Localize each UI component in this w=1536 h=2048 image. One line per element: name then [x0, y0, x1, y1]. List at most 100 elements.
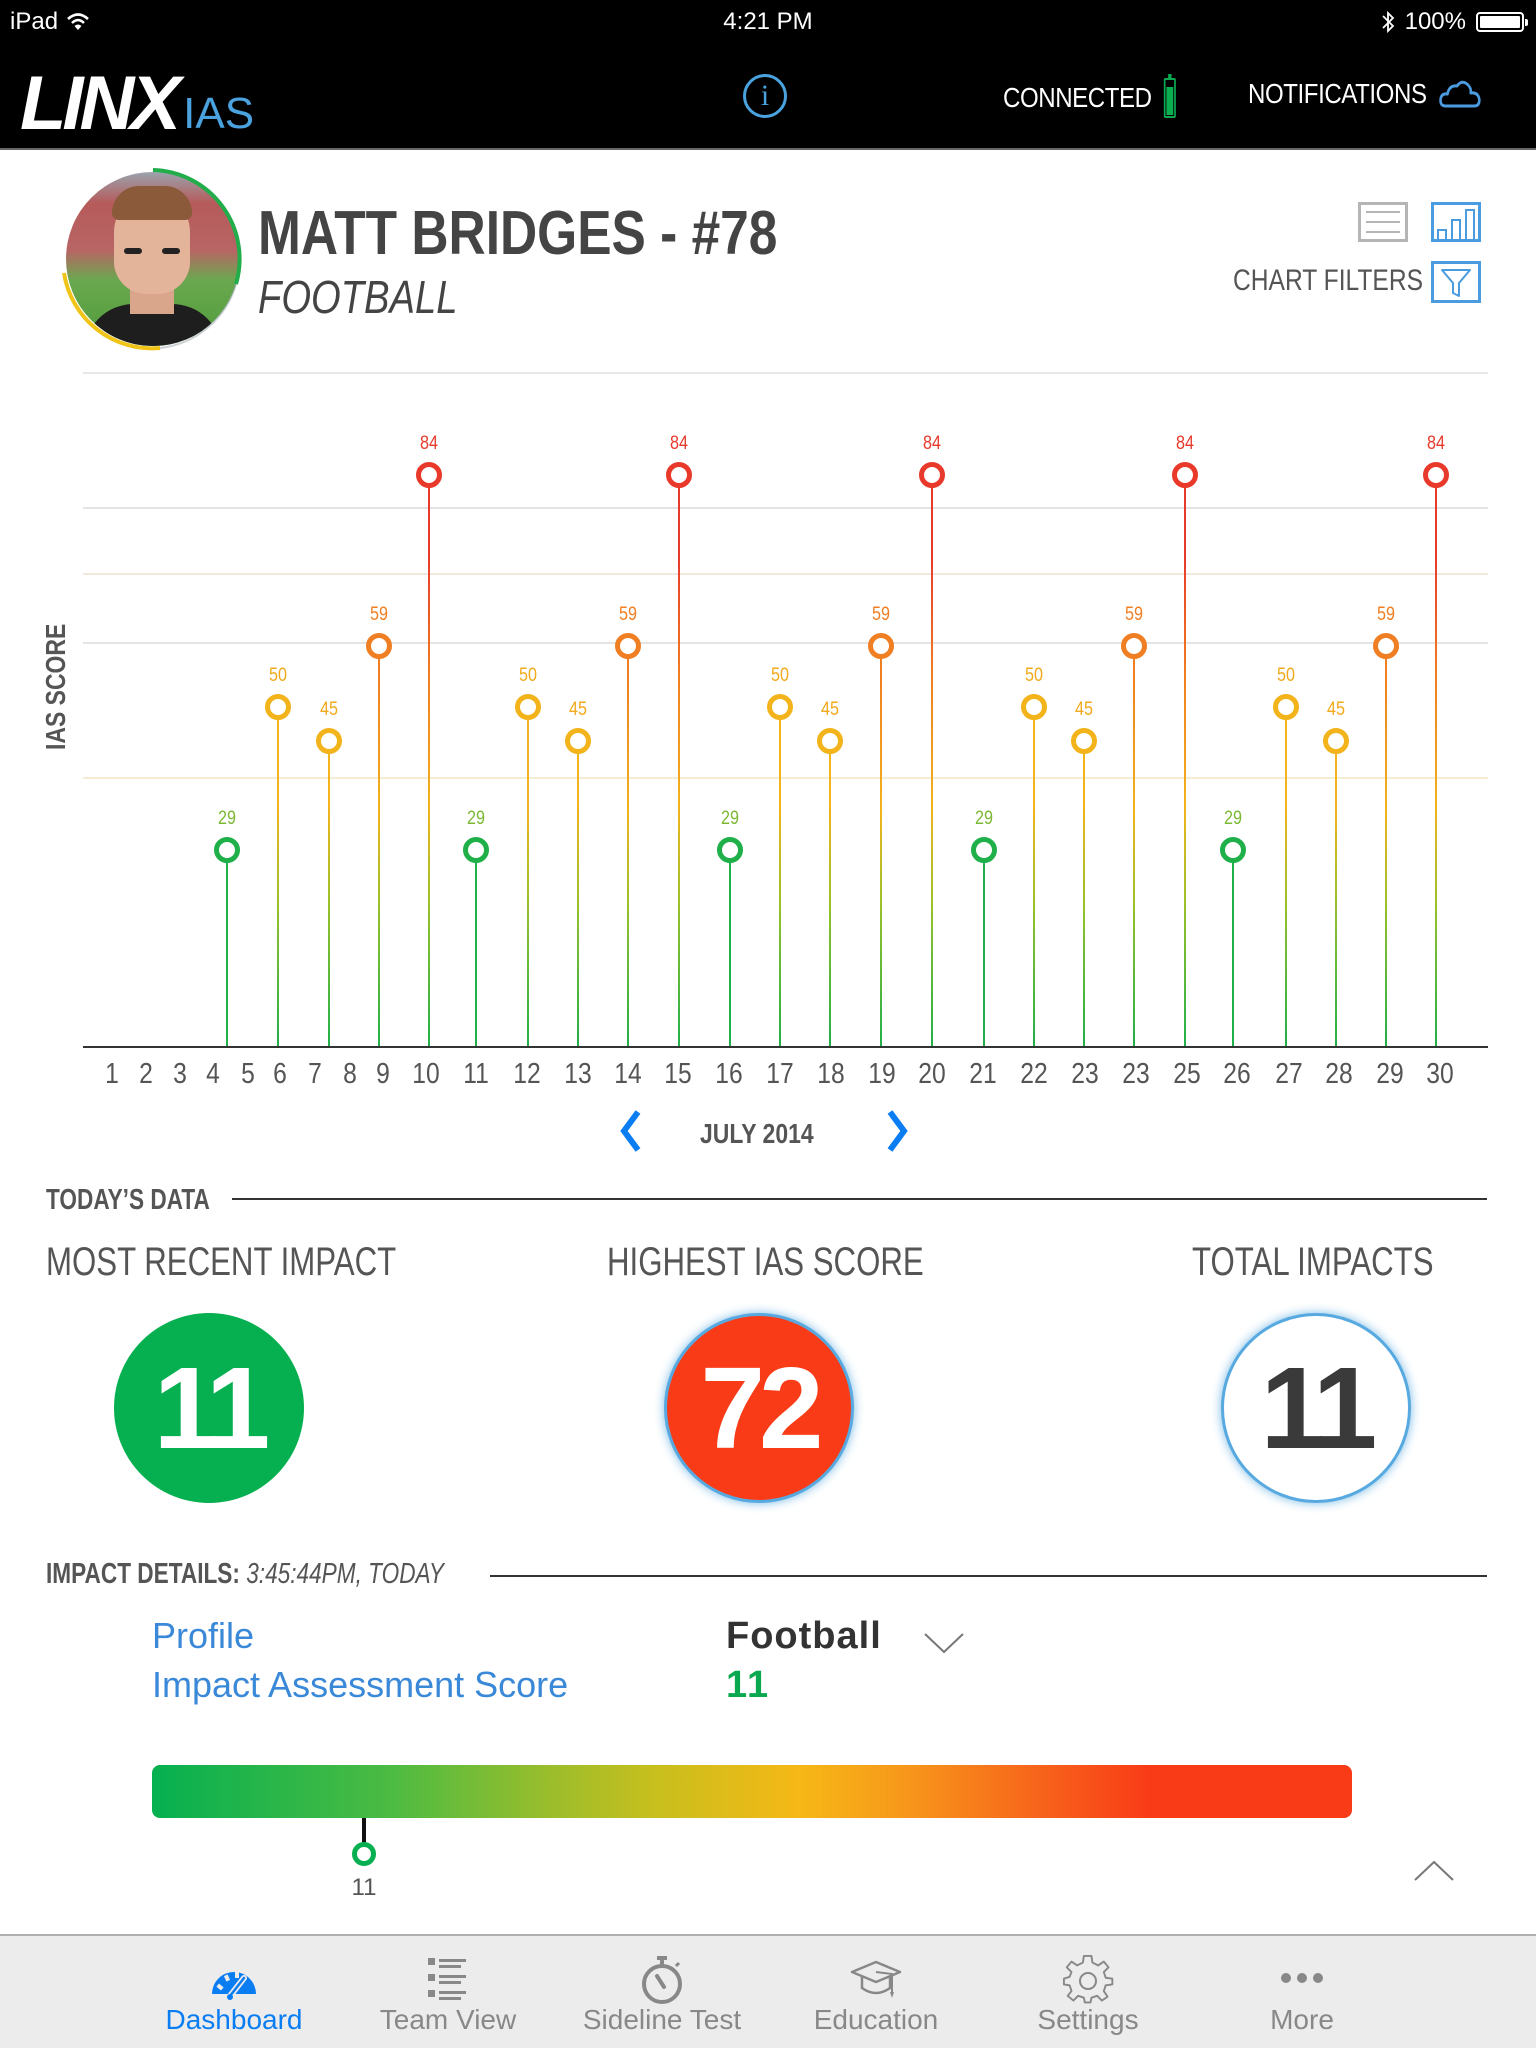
logo-main-text: LINX	[20, 61, 181, 146]
list-icon-line	[1366, 211, 1400, 213]
chart-data-point[interactable]	[214, 837, 240, 864]
chart-data-point[interactable]	[316, 728, 342, 755]
chart-data-point[interactable]	[1220, 837, 1246, 864]
tab-label: Team View	[379, 2004, 517, 2035]
chart-data-point[interactable]	[1373, 632, 1399, 659]
x-axis-tick-label: 25	[1173, 1058, 1201, 1090]
chart-stem	[226, 850, 228, 1048]
total-impacts-value[interactable]: 11	[1221, 1313, 1411, 1503]
chart-data-point[interactable]	[971, 837, 997, 864]
avatar-photo	[66, 172, 240, 346]
chart-stem	[1435, 475, 1437, 1048]
bar-chart-icon	[1437, 229, 1447, 239]
x-axis-tick-label: 23	[1071, 1058, 1099, 1090]
cloud-icon	[1438, 80, 1481, 108]
chart-data-point[interactable]	[1273, 694, 1299, 720]
chart-value-label: 29	[218, 808, 236, 830]
tab-more[interactable]: More	[1212, 1936, 1392, 2048]
player-avatar[interactable]	[60, 166, 246, 352]
chart-data-point[interactable]	[416, 462, 442, 489]
chart-data-point[interactable]	[767, 694, 793, 720]
chart-value-label: 50	[1277, 665, 1295, 686]
graduation-cap-icon	[850, 1960, 902, 1998]
chart-data-point[interactable]	[717, 837, 743, 864]
chevron-down-icon[interactable]	[922, 1630, 966, 1656]
chart-stem	[983, 850, 985, 1048]
chart-gridline	[83, 372, 1488, 374]
scale-marker-value: 11	[351, 1874, 377, 1901]
player-name: MATT BRIDGES - #78	[258, 199, 778, 268]
notifications-label: NOTIFICATIONS	[1248, 78, 1427, 109]
chart-data-point[interactable]	[1323, 728, 1349, 755]
x-axis-tick-label: 14	[614, 1058, 642, 1090]
y-axis-label: IAS SCORE	[40, 623, 71, 750]
chart-filters-button[interactable]	[1431, 261, 1481, 303]
chart-data-point[interactable]	[666, 462, 692, 489]
funnel-icon	[1441, 269, 1471, 297]
chart-stem	[1285, 707, 1287, 1048]
wifi-icon	[67, 13, 89, 30]
chart-data-point[interactable]	[463, 837, 489, 864]
tab-education[interactable]: Education	[786, 1936, 966, 2048]
more-dots-icon	[1281, 1973, 1323, 1983]
battery-percent: 100%	[1404, 8, 1466, 35]
chart-data-point[interactable]	[1423, 462, 1449, 489]
previous-month-button[interactable]	[612, 1108, 652, 1154]
most-recent-impact-value[interactable]: 11	[114, 1313, 304, 1503]
chart-data-point[interactable]	[1172, 462, 1198, 489]
total-impacts-label: TOTAL IMPACTS	[1192, 1240, 1434, 1284]
tab-label: Education	[813, 2004, 939, 2035]
month-label: JULY 2014	[700, 1118, 814, 1149]
impact-assessment-score-link[interactable]: Impact Assessment Score	[152, 1664, 569, 1705]
chart-data-point[interactable]	[265, 694, 291, 720]
x-axis-tick-label: 7	[308, 1058, 322, 1090]
chart-data-point[interactable]	[868, 632, 894, 659]
bluetooth-icon	[1381, 10, 1394, 34]
list-view-button[interactable]	[1358, 202, 1408, 242]
chart-data-point[interactable]	[1121, 632, 1147, 659]
device-battery-icon	[1163, 74, 1176, 118]
x-axis-tick-label: 23	[1122, 1058, 1150, 1090]
chart-value-label: 45	[1327, 699, 1345, 721]
chart-data-point[interactable]	[919, 462, 945, 489]
player-sport: FOOTBALL	[258, 271, 458, 323]
chart-data-point[interactable]	[515, 694, 541, 720]
chart-stem	[1083, 741, 1085, 1048]
tab-settings[interactable]: Settings	[998, 1936, 1178, 2048]
x-axis-tick-label: 11	[463, 1058, 489, 1090]
tab-sideline-test[interactable]: Sideline Test	[572, 1936, 752, 2048]
x-axis-tick-label: 26	[1223, 1058, 1251, 1090]
chart-data-point[interactable]	[366, 632, 392, 659]
chart-filters-label[interactable]: CHART FILTERS	[1233, 264, 1424, 297]
chart-value-label: 29	[467, 808, 485, 830]
tab-team-view[interactable]: Team View	[358, 1936, 538, 2048]
info-button[interactable]: i	[743, 74, 787, 118]
chart-value-label: 59	[1377, 603, 1395, 625]
profile-link[interactable]: Profile	[152, 1615, 255, 1656]
chart-value-label: 45	[569, 699, 587, 721]
notifications-button[interactable]: NOTIFICATIONS	[1248, 78, 1482, 110]
profile-sport-select[interactable]: Football	[726, 1615, 882, 1657]
header-divider	[0, 148, 1536, 150]
x-axis-tick-label: 28	[1325, 1058, 1353, 1090]
x-axis-tick-label: 5	[241, 1058, 255, 1090]
chart-data-point[interactable]	[817, 728, 843, 755]
next-month-button[interactable]	[878, 1108, 918, 1154]
chart-data-point[interactable]	[615, 632, 641, 659]
chart-value-label: 45	[1075, 699, 1093, 721]
x-axis-tick-label: 30	[1426, 1058, 1454, 1090]
tab-label: Sideline Test	[582, 2004, 742, 2035]
chart-stem	[577, 741, 579, 1048]
tab-dashboard[interactable]: Dashboard	[144, 1936, 324, 2048]
connection-status[interactable]: CONNECTED	[1003, 74, 1176, 118]
chevron-up-icon[interactable]	[1412, 1858, 1456, 1884]
chart-data-point[interactable]	[1071, 728, 1097, 755]
chart-stem	[1232, 850, 1234, 1048]
todays-data-title: TODAY’S DATA	[46, 1184, 210, 1216]
chart-data-point[interactable]	[565, 728, 591, 755]
app-header: iPad 4:21 PM 100% LINX IAS i CONNECTED N…	[0, 0, 1536, 150]
x-axis-tick-label: 18	[817, 1058, 845, 1090]
highest-ias-score-value[interactable]: 72	[664, 1313, 854, 1503]
chart-view-button[interactable]	[1431, 202, 1481, 242]
chart-data-point[interactable]	[1021, 694, 1047, 720]
